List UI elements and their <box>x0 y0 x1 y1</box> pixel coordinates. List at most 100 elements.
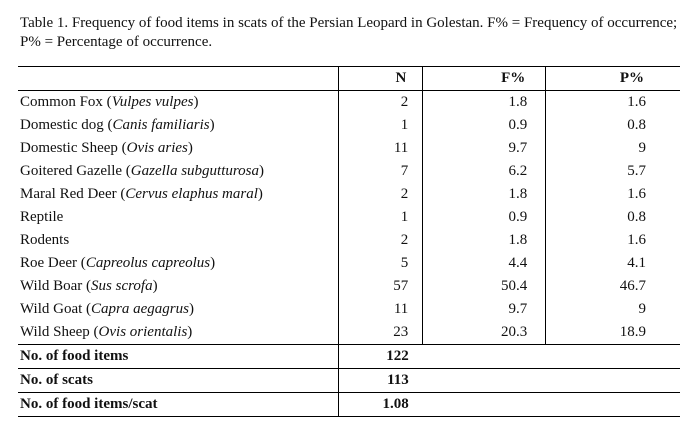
summary-row: No. of food items/scat 1.08 <box>18 392 680 417</box>
paren-close: ) <box>193 94 199 110</box>
header-item <box>18 67 338 91</box>
header-p-percent: P% <box>545 66 680 91</box>
table-caption: Table 1. Frequency of food items in scat… <box>20 15 678 50</box>
cell-p-percent: 18.9 <box>545 321 680 345</box>
table-header-row: N F% P% <box>18 66 680 91</box>
cell-p-percent: 1.6 <box>545 90 680 114</box>
header-n: N <box>337 66 423 91</box>
header-f-percent: F% <box>422 66 546 91</box>
table-row: Wild Goat (Capra aegagrus) 11 9.7 9 <box>18 298 680 321</box>
cell-n: 11 <box>337 298 423 321</box>
cell-n: 1 <box>337 206 423 229</box>
paren-close: ) <box>258 163 264 179</box>
table-summary: No. of food items 122 No. of scats 113 No. o… <box>18 344 680 417</box>
scientific-name: Vulpes vulpes <box>111 94 194 110</box>
scientific-name: Ovis orientalis <box>98 324 188 340</box>
common-name: Domestic dog ( <box>20 117 113 133</box>
paren-close: ) <box>209 117 215 133</box>
scientific-name: Cervus elaphus maral <box>125 186 258 202</box>
summary-row: No. of food items 122 <box>18 344 680 369</box>
common-name: Domestic Sheep ( <box>20 140 127 156</box>
table-row: Wild Boar (Sus scrofa) 57 50.4 46.7 <box>18 275 680 298</box>
common-name: Common Fox ( <box>20 94 112 110</box>
paren-close: ) <box>187 324 193 340</box>
common-name: Reptile <box>20 209 64 225</box>
cell-n: 7 <box>337 160 423 183</box>
cell-p-percent: 46.7 <box>545 275 680 298</box>
table-row: Maral Red Deer (Cervus elaphus maral) 2 1.… <box>18 183 680 206</box>
paren-close: ) <box>210 255 216 271</box>
cell-f-percent: 4.4 <box>422 252 546 275</box>
cell-f-percent: 1.8 <box>422 229 546 252</box>
table-row: Common Fox (Vulpes vulpes) 2 1.8 1.6 <box>18 90 680 114</box>
cell-n: 11 <box>337 137 423 160</box>
cell-p-percent: 1.6 <box>545 229 680 252</box>
common-name: Wild Boar ( <box>20 278 92 294</box>
item-name: Wild Sheep (Ovis orientalis) <box>18 321 338 345</box>
common-name: Goitered Gazelle ( <box>20 163 131 179</box>
empty-cell <box>546 345 680 369</box>
cell-p-percent: 4.1 <box>545 252 680 275</box>
table-row: Domestic Sheep (Ovis aries) 11 9.7 9 <box>18 137 680 160</box>
scientific-name: Sus scrofa <box>91 278 153 294</box>
table-row: Goitered Gazelle (Gazella subgutturosa) 7… <box>18 160 680 183</box>
cell-n: 2 <box>337 229 423 252</box>
item-name: Reptile <box>18 206 338 229</box>
summary-label: No. of food items/scat <box>20 396 158 412</box>
empty-cell <box>423 345 546 369</box>
item-name: Maral Red Deer (Cervus elaphus maral) <box>18 183 338 206</box>
cell-n: 2 <box>337 183 423 206</box>
table-body: Common Fox (Vulpes vulpes) 2 1.8 1.6 Domesti… <box>18 90 680 345</box>
summary-label: No. of food items <box>20 348 129 364</box>
food-items-table: N F% P% Common Fox (Vulpes vulpes) 2 1.8 1.… <box>18 66 680 417</box>
cell-n: 2 <box>337 90 423 114</box>
scientific-name: Capra aegagrus <box>91 301 189 317</box>
cell-n: 1 <box>337 114 423 137</box>
summary-value: 1.08 <box>337 392 423 417</box>
summary-value: 113 <box>337 368 423 393</box>
cell-f-percent: 1.8 <box>422 183 546 206</box>
item-name: Domestic Sheep (Ovis aries) <box>18 137 338 160</box>
cell-p-percent: 9 <box>545 137 680 160</box>
table-row: Domestic dog (Canis familiaris) 1 0.9 0.8 <box>18 114 680 137</box>
cell-f-percent: 0.9 <box>422 114 546 137</box>
scientific-name: Canis familiaris <box>112 117 210 133</box>
scientific-name: Gazella subgutturosa <box>130 163 259 179</box>
item-name: Rodents <box>18 229 338 252</box>
common-name: Roe Deer ( <box>20 255 86 271</box>
empty-cell <box>546 393 680 417</box>
summary-row: No. of scats 113 <box>18 368 680 393</box>
item-name: Domestic dog (Canis familiaris) <box>18 114 338 137</box>
cell-p-percent: 1.6 <box>545 183 680 206</box>
item-name: Roe Deer (Capreolus capreolus) <box>18 252 338 275</box>
cell-p-percent: 5.7 <box>545 160 680 183</box>
cell-f-percent: 50.4 <box>422 275 546 298</box>
cell-p-percent: 0.8 <box>545 206 680 229</box>
cell-f-percent: 6.2 <box>422 160 546 183</box>
empty-cell <box>423 369 546 393</box>
empty-cell <box>546 369 680 393</box>
summary-label: No. of scats <box>20 372 93 388</box>
scientific-name: Capreolus capreolus <box>85 255 211 271</box>
common-name: Rodents <box>20 232 70 248</box>
item-name: Goitered Gazelle (Gazella subgutturosa) <box>18 160 338 183</box>
table-row: Wild Sheep (Ovis orientalis) 23 20.3 18.9 <box>18 321 680 345</box>
cell-p-percent: 0.8 <box>545 114 680 137</box>
common-name: Wild Goat ( <box>20 301 92 317</box>
cell-f-percent: 9.7 <box>422 137 546 160</box>
scientific-name: Ovis aries <box>126 140 188 156</box>
cell-n: 23 <box>337 321 423 345</box>
cell-n: 5 <box>337 252 423 275</box>
table-row: Reptile 1 0.9 0.8 <box>18 206 680 229</box>
cell-f-percent: 9.7 <box>422 298 546 321</box>
paren-close: ) <box>187 140 193 156</box>
item-name: Wild Boar (Sus scrofa) <box>18 275 338 298</box>
empty-cell <box>423 393 546 417</box>
table-row: Roe Deer (Capreolus capreolus) 5 4.4 4.1 <box>18 252 680 275</box>
cell-f-percent: 20.3 <box>422 321 546 345</box>
common-name: Maral Red Deer ( <box>20 186 126 202</box>
summary-value: 122 <box>337 344 423 369</box>
paren-close: ) <box>152 278 158 294</box>
cell-n: 57 <box>337 275 423 298</box>
cell-p-percent: 9 <box>545 298 680 321</box>
